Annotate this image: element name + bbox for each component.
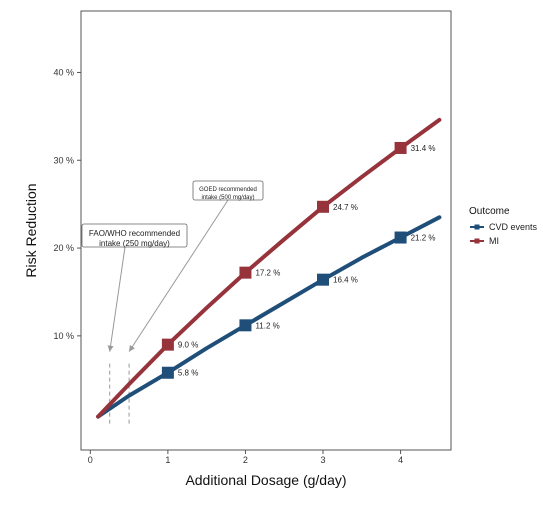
data-label-cvd-events: 5.8 % xyxy=(178,369,198,378)
legend-key-marker xyxy=(474,238,480,244)
data-point-mi xyxy=(239,266,252,279)
plot-panel xyxy=(80,10,452,451)
x-tick-label: 2 xyxy=(243,455,248,465)
data-point-cvd-events xyxy=(317,273,330,286)
data-point-mi xyxy=(161,338,174,351)
y-tick-label: 40 % xyxy=(53,67,74,77)
data-point-cvd-events xyxy=(161,366,174,379)
data-label-cvd-events: 11.2 % xyxy=(255,321,279,330)
legend-label: CVD events xyxy=(489,222,538,232)
series-line-cvd-events xyxy=(96,215,442,419)
annotation-box xyxy=(192,180,264,201)
x-tick-label: 0 xyxy=(88,455,93,465)
y-tick-label: 20 % xyxy=(53,243,74,253)
series-line-mi xyxy=(96,117,442,419)
data-label-mi: 31.4 % xyxy=(411,144,436,153)
annotation-arrowhead xyxy=(107,345,114,352)
legend-key-marker xyxy=(474,224,480,230)
data-label-mi: 17.2 % xyxy=(255,269,280,278)
annotation-arrowhead xyxy=(129,345,135,352)
data-point-cvd-events xyxy=(394,231,407,244)
data-label-mi: 24.7 % xyxy=(333,203,358,212)
annotation-box xyxy=(81,223,188,248)
x-tick-label: 4 xyxy=(398,455,403,465)
y-tick-label: 10 % xyxy=(53,331,74,341)
data-label-cvd-events: 16.4 % xyxy=(333,276,358,285)
legend-label: MI xyxy=(489,236,499,246)
annotation-text: FAO/WHO recommended xyxy=(89,229,180,238)
annotation-text: intake (500 mg/day) xyxy=(201,195,254,201)
data-point-mi xyxy=(317,200,330,213)
annotation-arrow xyxy=(109,246,126,352)
y-axis-title: Risk Reduction xyxy=(23,183,39,277)
x-axis-title: Additional Dosage (g/day) xyxy=(185,472,346,488)
data-point-cvd-events xyxy=(239,319,252,332)
annotation-text: intake (250 mg/day) xyxy=(99,239,170,248)
annotation-arrow xyxy=(128,199,229,352)
legend-title: Outcome xyxy=(469,206,510,217)
data-point-mi xyxy=(394,141,407,154)
y-tick-label: 30 % xyxy=(53,155,74,165)
data-label-cvd-events: 21.2 % xyxy=(411,234,436,243)
x-tick-label: 3 xyxy=(321,455,326,465)
x-tick-label: 1 xyxy=(165,455,170,465)
data-label-mi: 9.0 % xyxy=(178,341,198,350)
annotation-text: GOED recommended xyxy=(199,187,257,193)
